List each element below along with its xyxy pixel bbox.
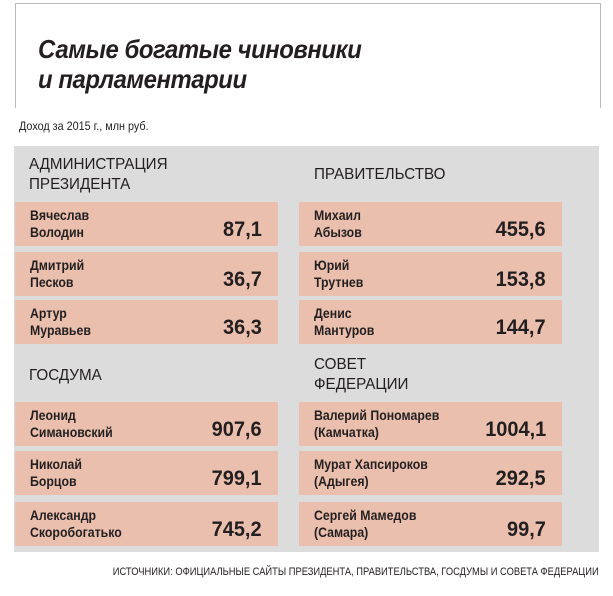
person-name: Леонид Симановский bbox=[30, 407, 113, 441]
person-name-line: Скоробогатько bbox=[30, 524, 122, 540]
person-name-line: Александр bbox=[30, 507, 97, 523]
person-name-line: Симановский bbox=[30, 424, 113, 440]
group-label-state-duma: ГОСДУМА bbox=[29, 366, 102, 386]
data-row: Михаил Абызов 455,6 bbox=[299, 202, 562, 246]
source-note: ИСТОЧНИКИ: ОФИЦИАЛЬНЫЕ САЙТЫ ПРЕЗИДЕНТА,… bbox=[113, 566, 599, 578]
person-name: Михаил Абызов bbox=[314, 207, 362, 241]
person-name: Юрий Трутнев bbox=[314, 257, 363, 291]
data-row: Денис Мантуров 144,7 bbox=[299, 300, 562, 344]
person-name-line: Абызов bbox=[314, 224, 362, 240]
person-name-line: Борцов bbox=[30, 473, 77, 489]
person-name: Артур Муравьев bbox=[30, 305, 91, 339]
data-row: Сергей Мамедов (Самара) 99,7 bbox=[299, 502, 562, 546]
group-label-line: ФЕДЕРАЦИИ bbox=[314, 376, 409, 393]
person-name-line: Трутнев bbox=[314, 274, 364, 290]
person-name: Дмитрий Песков bbox=[30, 257, 84, 291]
data-row: Вячеслав Володин 87,1 bbox=[15, 202, 278, 246]
income-value: 144,7 bbox=[496, 316, 546, 339]
group-label-line: СОВЕТ bbox=[314, 356, 367, 373]
person-name-line: Денис bbox=[314, 305, 352, 321]
data-row: Мурат Хапсироков (Адыгея) 292,5 bbox=[299, 451, 562, 495]
person-name: Валерий Пономарев (Камчатка) bbox=[314, 407, 439, 441]
group-label-federation-council: СОВЕТ ФЕДЕРАЦИИ bbox=[314, 355, 408, 395]
income-value: 292,5 bbox=[496, 467, 546, 490]
income-value: 907,6 bbox=[212, 418, 262, 441]
income-value: 745,2 bbox=[212, 518, 262, 541]
group-label-line: ПРАВИТЕЛЬСТВО bbox=[314, 166, 446, 183]
person-name-line: Вячеслав bbox=[30, 207, 90, 223]
person-name: Сергей Мамедов (Самара) bbox=[314, 507, 416, 541]
chart-subtitle: Доход за 2015 г., млн руб. bbox=[19, 119, 149, 133]
person-name-line: Михаил bbox=[314, 207, 361, 223]
income-value: 87,1 bbox=[223, 218, 262, 241]
data-row: Валерий Пономарев (Камчатка) 1004,1 bbox=[299, 402, 562, 446]
data-row: Александр Скоробогатько 745,2 bbox=[15, 502, 278, 546]
title-line-2: и парламентарии bbox=[38, 64, 247, 94]
income-value: 36,3 bbox=[223, 316, 262, 339]
person-name: Александр Скоробогатько bbox=[30, 507, 122, 541]
group-label-presidential-administration: АДМИНИСТРАЦИЯ ПРЕЗИДЕНТА bbox=[29, 155, 168, 195]
person-name-line: (Самара) bbox=[314, 524, 369, 540]
person-name-line: Артур bbox=[30, 305, 67, 321]
person-name-line: Мурат Хапсироков bbox=[314, 456, 428, 472]
data-row: Леонид Симановский 907,6 bbox=[15, 402, 278, 446]
person-name: Денис Мантуров bbox=[314, 305, 374, 339]
person-name: Вячеслав Володин bbox=[30, 207, 89, 241]
person-name: Мурат Хапсироков (Адыгея) bbox=[314, 456, 428, 490]
income-value: 153,8 bbox=[496, 268, 546, 291]
group-label-line: ГОСДУМА bbox=[29, 367, 102, 384]
group-label-government: ПРАВИТЕЛЬСТВО bbox=[314, 165, 446, 185]
person-name-line: Валерий Пономарев bbox=[314, 407, 440, 423]
person-name-line: Песков bbox=[30, 274, 74, 290]
data-row: Николай Борцов 799,1 bbox=[15, 451, 278, 495]
title-line-1: Самые богатые чиновники bbox=[38, 34, 362, 64]
group-label-line: ПРЕЗИДЕНТА bbox=[29, 176, 131, 193]
data-row: Артур Муравьев 36,3 bbox=[15, 300, 278, 344]
income-value: 99,7 bbox=[507, 518, 546, 541]
person-name-line: Сергей Мамедов bbox=[314, 507, 417, 523]
person-name-line: Николай bbox=[30, 456, 82, 472]
income-value: 1004,1 bbox=[484, 418, 546, 441]
person-name-line: Юрий bbox=[314, 257, 350, 273]
title-box: Самые богатые чиновники и парламентарии bbox=[15, 3, 601, 108]
person-name-line: Леонид bbox=[30, 407, 76, 423]
person-name-line: (Камчатка) bbox=[314, 424, 379, 440]
chart-title: Самые богатые чиновники и парламентарии bbox=[38, 34, 362, 94]
person-name-line: Мантуров bbox=[314, 322, 375, 338]
person-name-line: Муравьев bbox=[30, 322, 91, 338]
income-value: 36,7 bbox=[223, 268, 262, 291]
person-name: Николай Борцов bbox=[30, 456, 82, 490]
data-row: Юрий Трутнев 153,8 bbox=[299, 252, 562, 296]
group-label-line: АДМИНИСТРАЦИЯ bbox=[29, 156, 168, 173]
income-value: 799,1 bbox=[212, 467, 262, 490]
data-row: Дмитрий Песков 36,7 bbox=[15, 252, 278, 296]
person-name-line: Володин bbox=[30, 224, 84, 240]
income-value: 455,6 bbox=[496, 218, 546, 241]
person-name-line: (Адыгея) bbox=[314, 473, 369, 489]
person-name-line: Дмитрий bbox=[30, 257, 85, 273]
